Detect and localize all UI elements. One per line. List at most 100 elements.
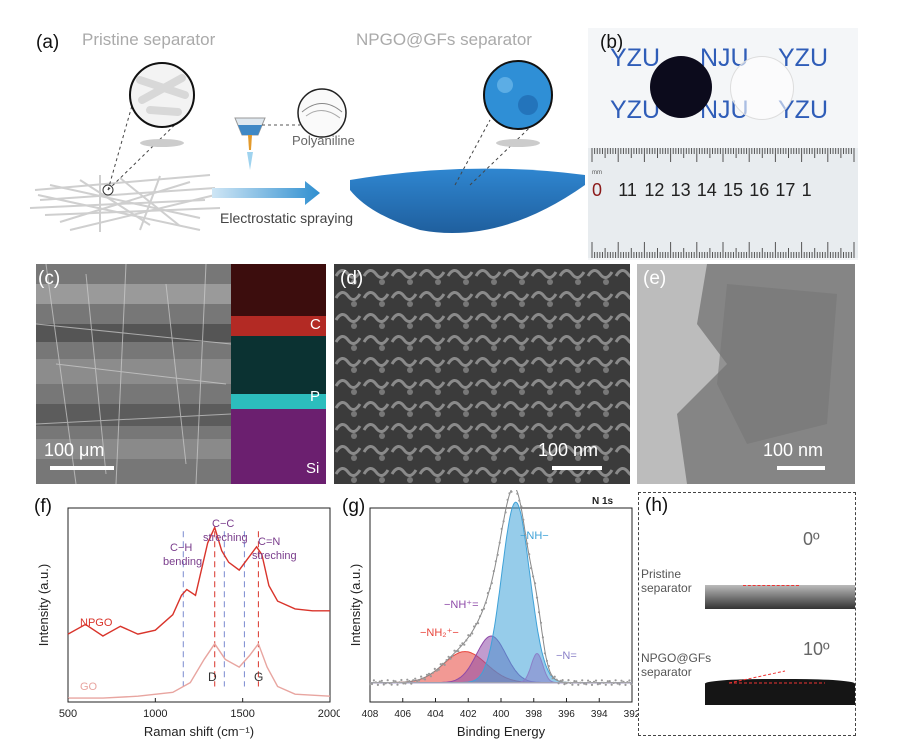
xps-label-nh: −NH−	[520, 530, 549, 542]
xps-raw-point	[549, 673, 552, 676]
panel-h-contact-angle: (h) 0º Pristine separator 10º NPGO@GFs s…	[638, 492, 856, 736]
xps-raw-point	[496, 553, 499, 556]
panel-d-label: (d)	[340, 268, 364, 289]
xps-raw-point	[520, 505, 523, 508]
xps-raw-point	[510, 490, 513, 493]
xps-raw-point	[418, 679, 421, 682]
xps-x-tick-label: 402	[460, 709, 477, 720]
raman-series-label-go: GO	[80, 681, 98, 693]
xps-raw-point	[475, 622, 478, 626]
xps-x-tick-label: 396	[558, 709, 575, 720]
xps-raw-point	[394, 680, 397, 683]
xps-raw-point	[447, 655, 450, 658]
xps-label-nhplus: −NH⁺=	[444, 599, 479, 611]
ruler-number: 14	[696, 180, 717, 200]
xps-raw-point	[437, 668, 440, 671]
raman-ann-cc-1: C−C	[212, 518, 235, 530]
xps-raw-point	[567, 679, 570, 682]
panel-b: (b) YZU NJU YZU YZU NJU YZU mm 0 11 12 13 14…	[588, 28, 858, 260]
xps-raw-point	[530, 567, 533, 570]
xps-raw-point	[545, 659, 548, 662]
panel-c-scale-bar	[50, 466, 114, 470]
raman-series-npgo	[67, 525, 330, 637]
raman-peak-d: D	[208, 670, 217, 684]
panel-c-scale-label: 100 μm	[44, 440, 105, 460]
xps-raw-point	[614, 679, 617, 682]
xps-raw-point	[445, 659, 448, 662]
raman-ann-cc-2: streching	[203, 532, 248, 544]
xps-label-n: −N=	[556, 650, 577, 662]
ruler	[588, 148, 858, 258]
ruler-number: 1	[801, 180, 812, 200]
raman-series-label-npgo: NPGO	[80, 617, 113, 629]
pristine-baseline	[743, 585, 799, 586]
xps-raw-point	[461, 642, 464, 645]
raman-ann-ch-1: C−H	[170, 542, 193, 554]
pristine-label-2: separator	[641, 581, 692, 595]
xps-raw-point	[484, 601, 487, 604]
xps-raw-point	[390, 683, 393, 686]
xps-raw-point	[372, 679, 375, 682]
panel-a-process: Electrostatic spraying	[220, 210, 354, 226]
xps-raw-point	[488, 587, 491, 590]
xps-raw-point	[382, 683, 385, 686]
raman-x-tick-label: 2000	[318, 708, 340, 720]
xps-raw-point	[547, 665, 550, 668]
xps-raw-point	[583, 682, 586, 685]
xps-raw-point	[518, 499, 521, 502]
xps-raw-point	[473, 625, 476, 628]
xps-x-tick-label: 394	[591, 709, 608, 720]
xps-raw-point	[414, 677, 417, 680]
xps-raw-point	[406, 678, 409, 681]
xps-raw-point	[526, 542, 529, 545]
xps-raw-point	[396, 683, 399, 686]
xps-x-tick-label: 406	[394, 709, 411, 720]
npgo-label-2: separator	[641, 665, 692, 679]
xps-x-axis-label: Binding Energy	[457, 724, 546, 739]
photo-text-row1-1: YZU	[610, 44, 660, 72]
sem-surface-image	[334, 264, 630, 484]
raman-plot-frame	[67, 507, 331, 703]
xps-raw-point	[451, 654, 454, 658]
xps-raw-point	[587, 679, 590, 682]
panel-e-label: (e)	[643, 268, 667, 289]
xps-raw-point	[392, 679, 395, 682]
xps-raw-point	[528, 553, 531, 556]
xps-raw-point	[610, 683, 613, 686]
panel-h-label: (h)	[645, 495, 669, 516]
photo-text-row2-1: YZU	[610, 96, 660, 124]
xps-raw-point	[620, 679, 623, 682]
angle-top: 0º	[803, 529, 820, 549]
edx-map-c	[231, 316, 326, 336]
pristine-fiber-mat	[29, 174, 221, 232]
raman-x-axis-label: Raman shift (cm⁻¹)	[144, 724, 254, 739]
xps-x-tick-label: 400	[493, 709, 510, 720]
xps-raw-point	[457, 650, 460, 653]
panel-e-scale-label: 100 nm	[763, 440, 824, 460]
panel-f-raman: (f) NPGO GO 500 1000 1500 2000 Raman shift (cm…	[0, 490, 340, 756]
ruler-number: 17	[775, 180, 796, 200]
xps-raw-point	[516, 492, 519, 495]
xps-raw-point	[604, 683, 607, 686]
xps-raw-point	[575, 680, 578, 683]
xps-raw-point	[624, 683, 627, 686]
panel-a-illustration	[29, 60, 585, 233]
xps-raw-point	[420, 675, 423, 678]
xps-raw-point	[429, 675, 432, 678]
ruler-number: 11	[618, 180, 637, 200]
panel-a-title-right: NPGO@GFs separator	[356, 30, 532, 49]
panel-d-sem: (d) 100 nm	[334, 264, 630, 484]
raman-ann-ch-2: bending	[163, 556, 203, 568]
xps-raw-point	[600, 679, 603, 682]
xps-raw-point	[506, 498, 509, 501]
xps-raw-point	[431, 671, 434, 674]
ruler-unit: mm	[592, 170, 602, 176]
panel-d-scale-bar	[552, 466, 602, 470]
xps-raw-point	[455, 650, 458, 653]
xps-raw-point	[423, 678, 427, 681]
edx-label-p: P	[310, 388, 321, 405]
tem-image	[637, 264, 855, 484]
xps-raw-point	[425, 673, 429, 676]
ruler-number: 13	[670, 180, 691, 200]
xps-raw-point	[465, 639, 468, 642]
